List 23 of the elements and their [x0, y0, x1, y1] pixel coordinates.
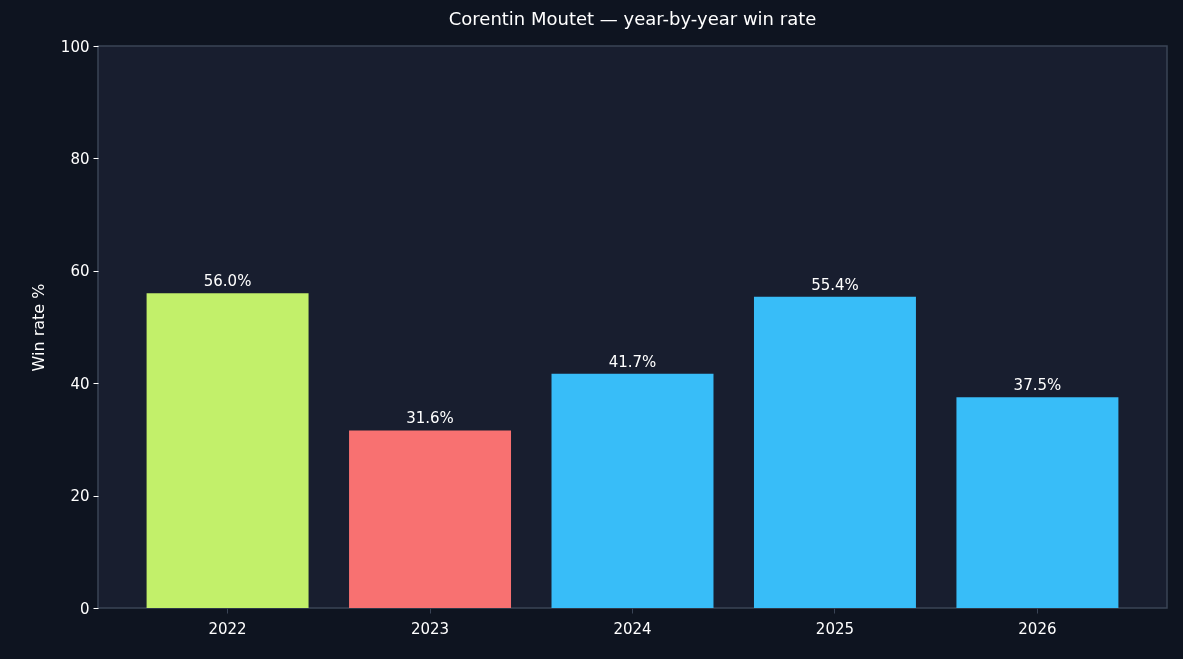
y-axis-title: Win rate % [28, 283, 48, 372]
x-tick-label: 2023 [410, 619, 450, 638]
bar [956, 397, 1119, 608]
data-label: 56.0% [203, 272, 252, 291]
x-tick-label: 2024 [613, 619, 652, 638]
y-tick-label: 100 [60, 37, 90, 56]
data-label: 41.7% [608, 352, 657, 371]
x-tick-label: 2026 [1018, 619, 1057, 638]
bar [349, 430, 512, 608]
bar [146, 293, 309, 608]
data-label: 31.6% [406, 409, 454, 428]
x-tick-label: 2022 [208, 619, 247, 638]
bar [551, 373, 714, 608]
y-tick-label: 80 [70, 149, 90, 168]
y-tick-label: 60 [70, 262, 90, 281]
x-tick-label: 2025 [815, 619, 855, 638]
y-tick-label: 20 [70, 487, 90, 506]
data-label: 55.4% [811, 275, 859, 294]
y-tick-label: 40 [70, 374, 90, 393]
y-tick-label: 0 [79, 599, 90, 618]
data-label: 37.5% [1013, 376, 1062, 395]
chart-title: Corentin Moutet — year-by-year win rate [448, 8, 817, 29]
bar [753, 296, 916, 608]
